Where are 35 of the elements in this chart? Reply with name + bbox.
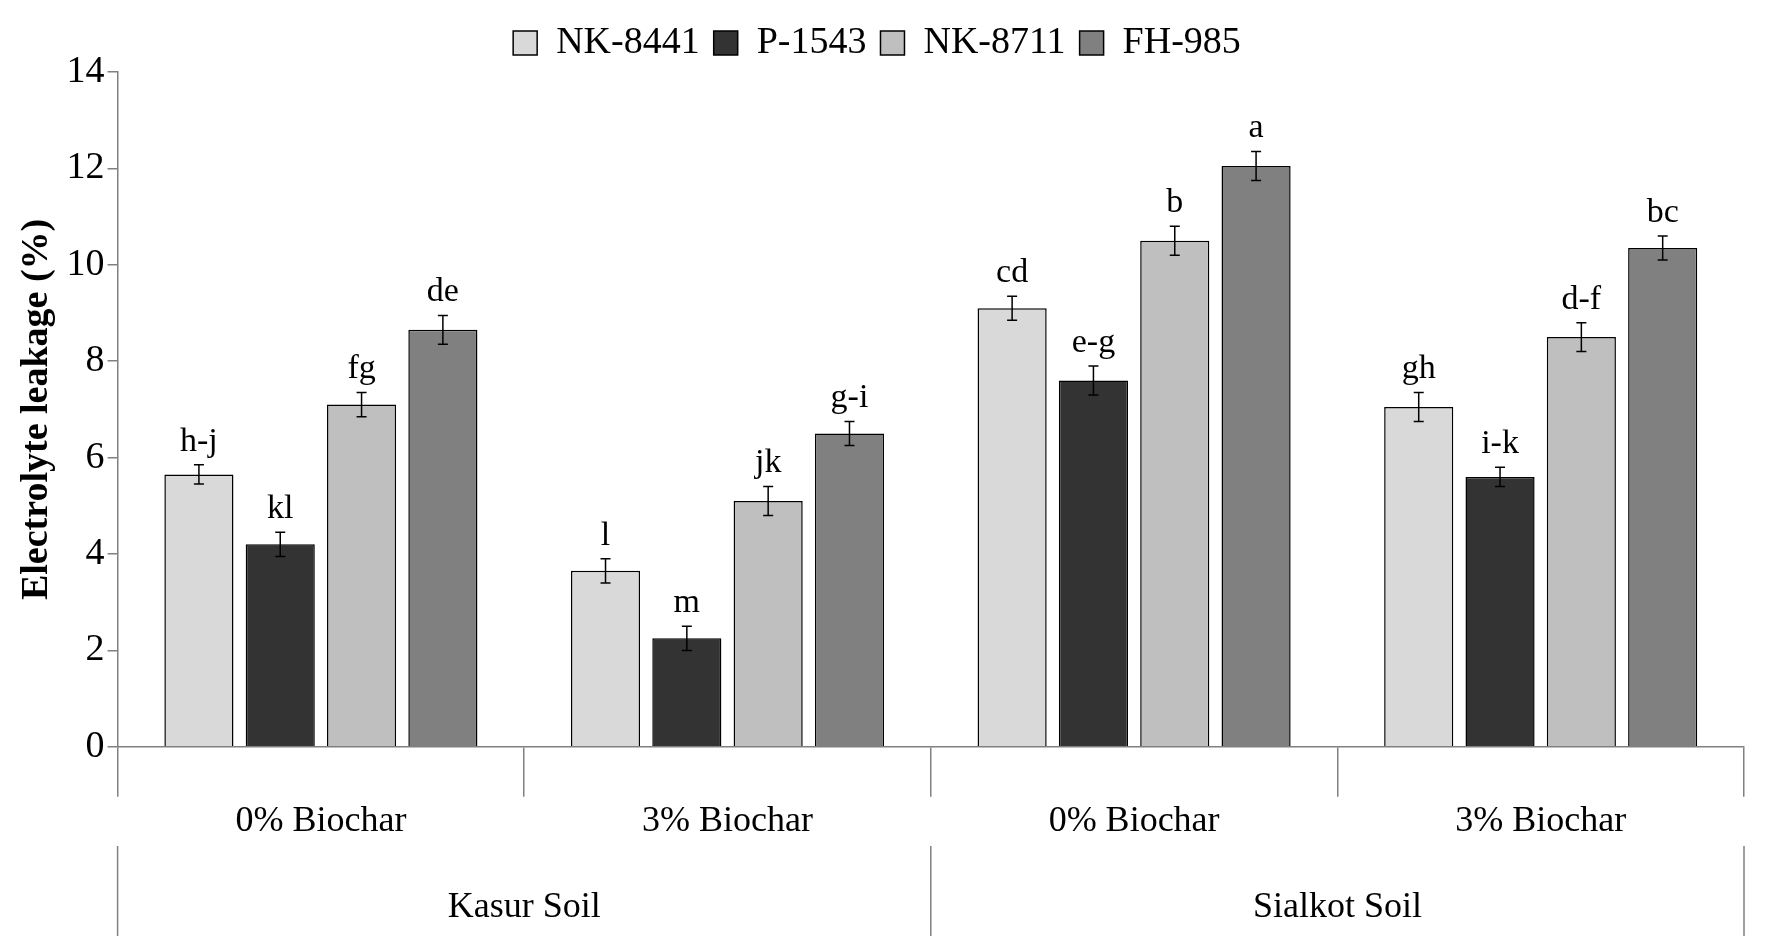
data-label: m (673, 582, 701, 620)
text: Kasur Soil (447, 885, 601, 926)
data-label: b (1166, 182, 1184, 220)
data-label: l (600, 514, 611, 552)
data-label: fg (347, 348, 376, 386)
y-tick-label: 4 (85, 529, 105, 572)
data-label: a (1248, 107, 1264, 145)
y-axis-title: Electrolyte leakage (%) (12, 218, 56, 601)
legend-label: NK-8441 (556, 18, 700, 61)
data-label: h-j (180, 420, 218, 458)
y-tick-label: 10 (66, 240, 105, 283)
data-label: d-f (1561, 278, 1602, 316)
data-label: kl (267, 488, 294, 526)
y-tick-label: 0 (85, 722, 105, 765)
y-tick-label: 12 (66, 144, 105, 187)
data-label: i-k (1481, 423, 1519, 461)
data-label: jk (753, 442, 782, 480)
y-tick-label: 8 (85, 337, 105, 380)
text: Sialkot Soil (1252, 885, 1422, 926)
legend-label: FH-985 (1122, 18, 1241, 61)
legend-label: NK-8711 (923, 18, 1066, 61)
data-label: bc (1646, 191, 1679, 229)
data-label: cd (996, 252, 1029, 290)
data-label: g-i (830, 377, 869, 415)
data-label: de (426, 271, 459, 309)
x-tick-label: 3% Biochar (1455, 798, 1627, 839)
y-tick-label: 14 (66, 47, 105, 90)
data-label: gh (1401, 348, 1436, 386)
y-tick-label: 2 (85, 626, 105, 669)
x-tick-label: 3% Biochar (642, 798, 813, 839)
x-tick-label: 0% Biochar (235, 798, 407, 839)
data-label: e-g (1071, 321, 1116, 359)
y-tick-label: 6 (85, 433, 105, 476)
x-tick-label: 0% Biochar (1048, 798, 1220, 839)
legend-label: P-1543 (756, 18, 867, 61)
